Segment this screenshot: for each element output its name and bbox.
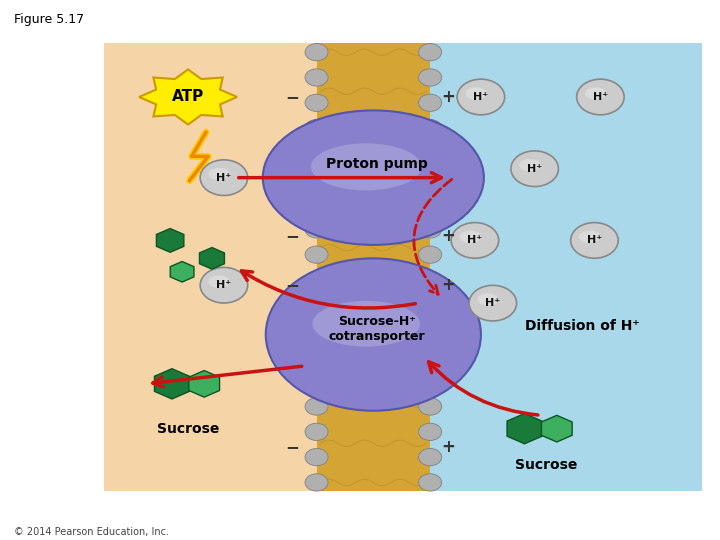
Text: H⁺: H⁺ (473, 92, 488, 102)
Polygon shape (541, 415, 572, 442)
Text: Sucrose: Sucrose (157, 422, 220, 436)
Circle shape (511, 151, 559, 186)
Text: H⁺: H⁺ (216, 280, 232, 290)
Text: −: − (286, 276, 300, 294)
Circle shape (305, 449, 328, 466)
Text: Diffusion of H⁺: Diffusion of H⁺ (525, 319, 640, 333)
Text: H⁺: H⁺ (527, 164, 542, 174)
Circle shape (305, 347, 328, 365)
Circle shape (305, 170, 328, 187)
Polygon shape (507, 414, 542, 444)
Polygon shape (139, 70, 237, 125)
Text: −: − (286, 437, 300, 456)
Circle shape (577, 79, 624, 115)
Circle shape (469, 285, 517, 321)
Circle shape (305, 271, 328, 288)
Circle shape (418, 94, 441, 111)
Polygon shape (189, 370, 220, 397)
Polygon shape (155, 369, 189, 399)
Text: H⁺: H⁺ (216, 173, 232, 183)
Circle shape (305, 94, 328, 111)
Text: Sucrose: Sucrose (516, 457, 578, 471)
Circle shape (418, 322, 441, 339)
FancyBboxPatch shape (104, 43, 317, 491)
Text: Figure 5.17: Figure 5.17 (14, 14, 84, 26)
Circle shape (200, 267, 248, 303)
Text: H⁺: H⁺ (485, 298, 500, 308)
Text: +: + (441, 227, 455, 245)
Circle shape (418, 474, 441, 491)
Circle shape (200, 160, 248, 195)
Text: H⁺: H⁺ (587, 235, 602, 245)
Circle shape (305, 119, 328, 137)
Text: H⁺: H⁺ (593, 92, 608, 102)
Circle shape (418, 271, 441, 288)
Polygon shape (170, 261, 194, 282)
Text: Sucrose-H⁺
cotransporter: Sucrose-H⁺ cotransporter (328, 315, 426, 343)
Circle shape (305, 145, 328, 162)
Circle shape (451, 222, 499, 258)
Text: ATP: ATP (172, 90, 204, 104)
Ellipse shape (585, 87, 606, 100)
Circle shape (418, 246, 441, 264)
Circle shape (457, 79, 505, 115)
Text: Proton pump: Proton pump (326, 157, 428, 171)
Text: © 2014 Pearson Education, Inc.: © 2014 Pearson Education, Inc. (14, 527, 169, 537)
FancyBboxPatch shape (317, 43, 430, 491)
Circle shape (418, 119, 441, 137)
Circle shape (418, 373, 441, 390)
Circle shape (305, 373, 328, 390)
Circle shape (418, 449, 441, 466)
Ellipse shape (459, 231, 481, 243)
Circle shape (418, 44, 441, 61)
Text: H⁺: H⁺ (467, 235, 482, 245)
Text: −: − (286, 88, 300, 106)
Circle shape (418, 145, 441, 162)
Ellipse shape (465, 87, 487, 100)
Circle shape (305, 221, 328, 238)
Text: −: − (286, 227, 300, 245)
Ellipse shape (519, 159, 541, 171)
Ellipse shape (209, 168, 230, 180)
FancyBboxPatch shape (430, 43, 702, 491)
Text: +: + (441, 276, 455, 294)
Circle shape (305, 296, 328, 314)
Circle shape (305, 474, 328, 491)
Text: +: + (441, 437, 455, 456)
Circle shape (305, 322, 328, 339)
Circle shape (305, 246, 328, 264)
Circle shape (418, 221, 441, 238)
Circle shape (305, 69, 328, 86)
Ellipse shape (312, 301, 420, 347)
Ellipse shape (579, 231, 600, 243)
Circle shape (418, 170, 441, 187)
Ellipse shape (209, 275, 230, 288)
FancyArrowPatch shape (414, 179, 451, 294)
Circle shape (305, 398, 328, 415)
Ellipse shape (263, 111, 484, 245)
Circle shape (305, 423, 328, 441)
Ellipse shape (477, 293, 499, 306)
Circle shape (418, 423, 441, 441)
Polygon shape (156, 228, 184, 252)
Circle shape (571, 222, 618, 258)
Circle shape (418, 296, 441, 314)
Circle shape (305, 44, 328, 61)
Circle shape (418, 347, 441, 365)
Text: +: + (441, 88, 455, 106)
Circle shape (305, 195, 328, 213)
Polygon shape (199, 247, 225, 269)
Circle shape (418, 195, 441, 213)
Ellipse shape (266, 258, 481, 411)
Ellipse shape (311, 143, 421, 191)
Circle shape (418, 69, 441, 86)
Circle shape (418, 398, 441, 415)
